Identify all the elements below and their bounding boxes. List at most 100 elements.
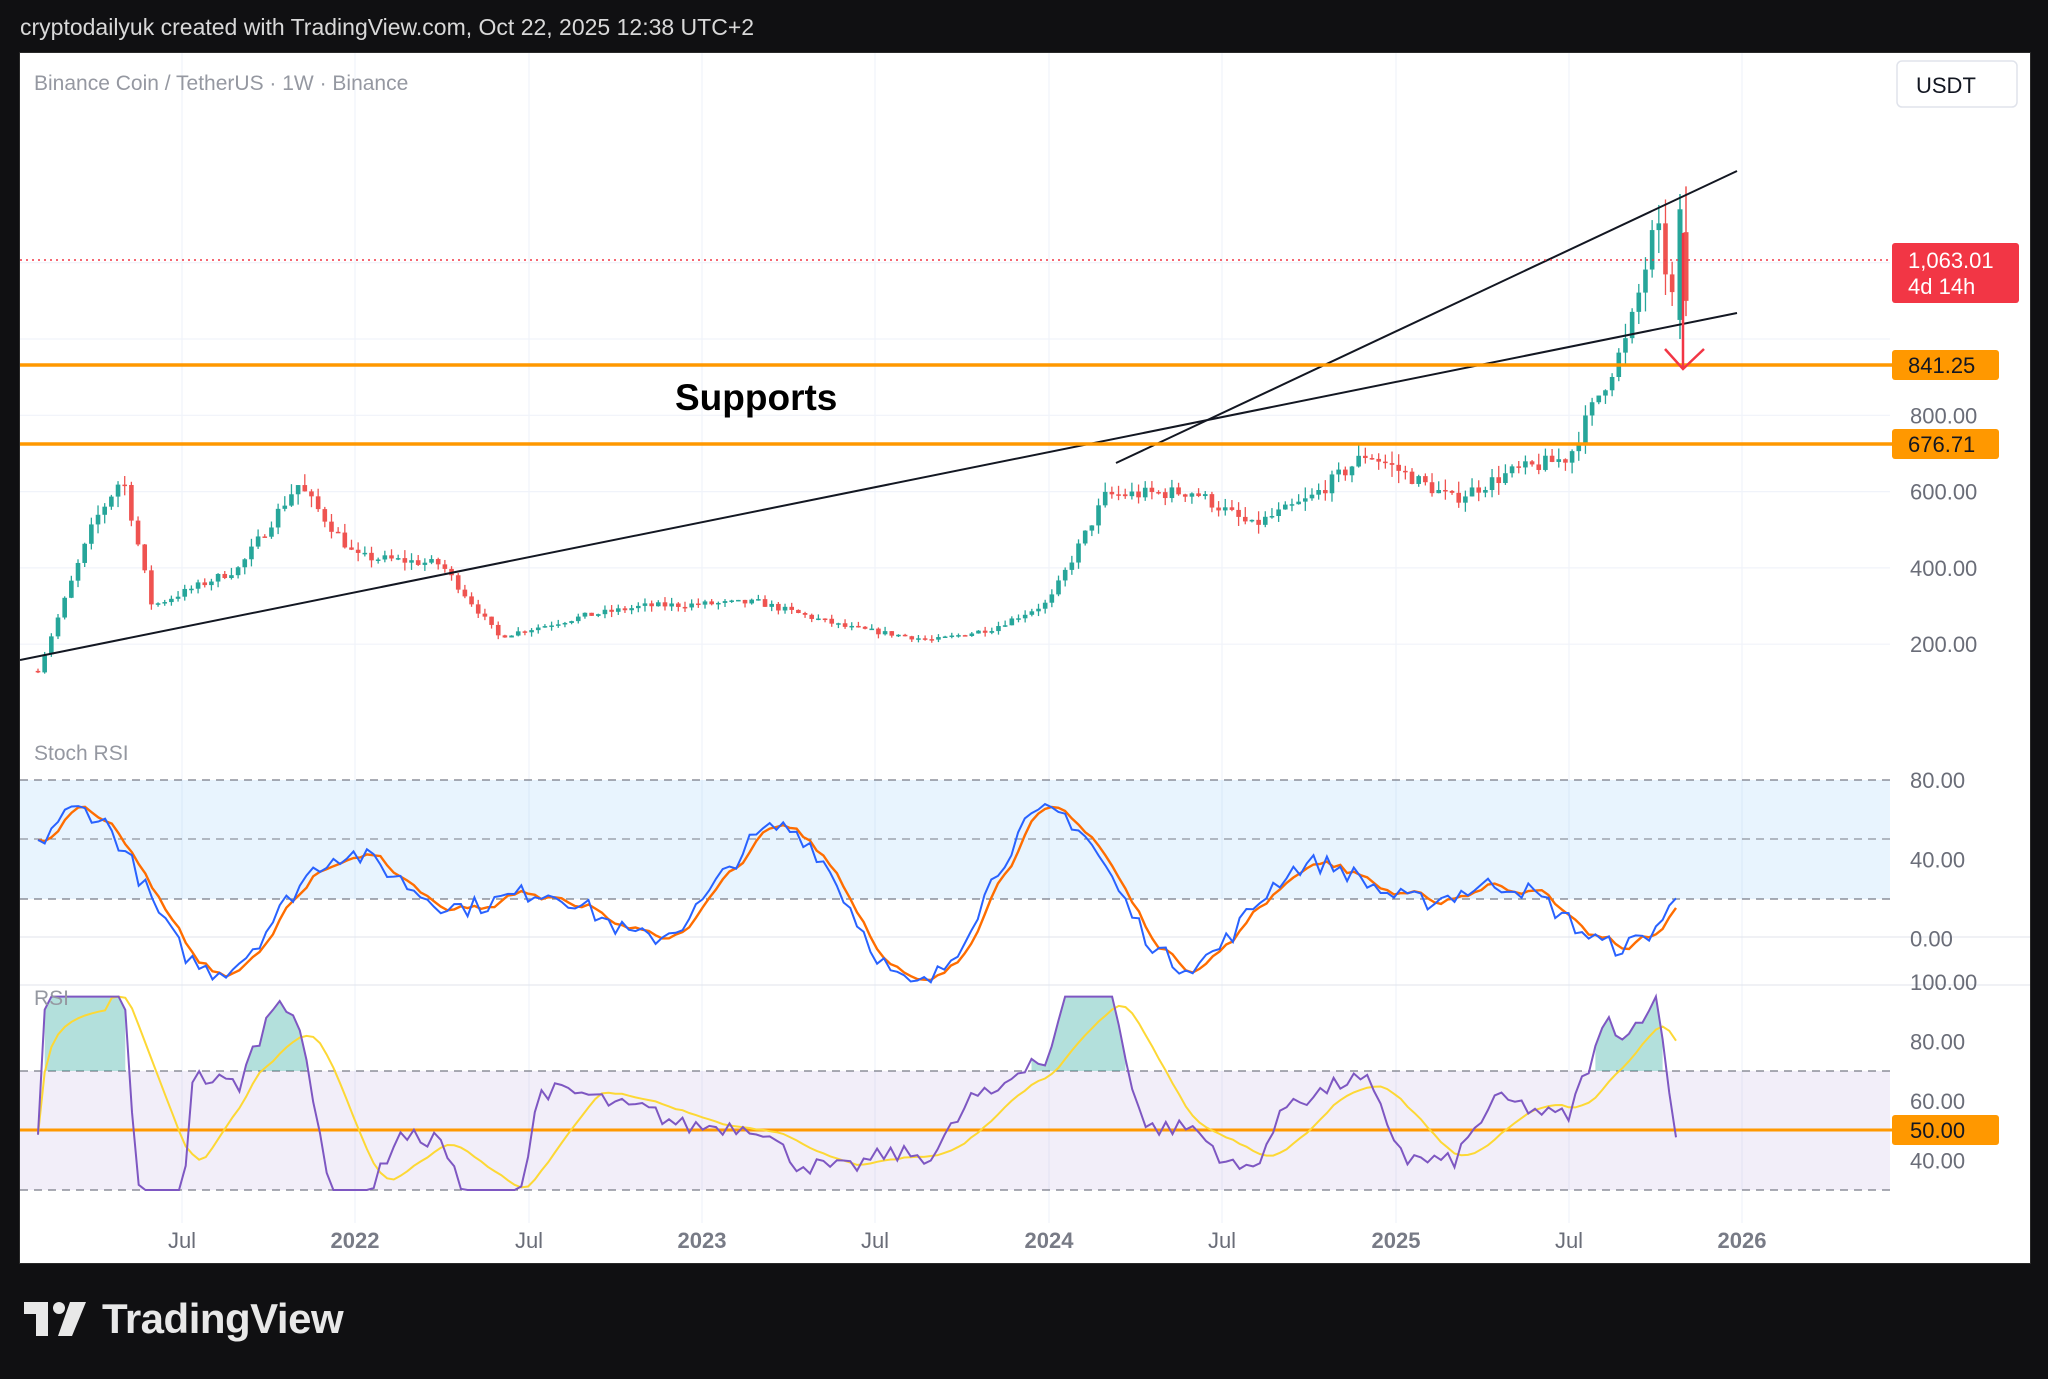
symbol-title: Binance Coin / TetherUS · 1W · Binance bbox=[34, 72, 408, 95]
candle-body bbox=[1409, 471, 1415, 484]
currency-button[interactable]: USDT bbox=[1896, 60, 2018, 108]
candle-body bbox=[1376, 458, 1381, 462]
candle-body bbox=[1596, 395, 1602, 403]
time-axis-label: Jul bbox=[861, 1228, 889, 1253]
candle-body bbox=[389, 555, 394, 559]
candle-body bbox=[1656, 223, 1662, 231]
candle-body bbox=[829, 618, 835, 624]
candle-body bbox=[742, 599, 748, 604]
candle-body bbox=[702, 601, 708, 605]
candle-body bbox=[562, 622, 568, 625]
support-tag-841-label: 841.25 bbox=[1908, 353, 1975, 378]
time-axis[interactable]: Jul 2022 Jul 2023 Jul 2024 Jul 2025 Jul 2026 bbox=[168, 1228, 1767, 1253]
candle-body bbox=[1583, 415, 1588, 445]
candle-body bbox=[269, 527, 274, 537]
tradingview-logo-icon bbox=[24, 1302, 86, 1336]
candle-body bbox=[622, 608, 628, 611]
candle-body bbox=[902, 634, 908, 637]
candle-body bbox=[782, 606, 788, 611]
candle-body bbox=[362, 552, 368, 555]
candle-body bbox=[716, 602, 721, 605]
candle-body bbox=[1449, 490, 1455, 493]
candle-body bbox=[1296, 501, 1301, 505]
candle-body bbox=[1316, 490, 1321, 495]
time-axis-label: Jul bbox=[515, 1228, 543, 1253]
current-price-tag: 1,063.01 4d 14h bbox=[1892, 243, 2019, 303]
candle-body bbox=[1556, 459, 1562, 462]
currency-button-label[interactable]: USDT bbox=[1916, 73, 1976, 98]
price-axis[interactable]: 200.00400.00600.00800.001,200.000.0040.0… bbox=[1910, 251, 1996, 1174]
candle-body bbox=[1443, 490, 1448, 492]
candle-body bbox=[929, 639, 935, 641]
candle-body bbox=[169, 598, 174, 603]
candle-body bbox=[1196, 493, 1201, 497]
stoch-axis-label: 0.00 bbox=[1910, 927, 1953, 952]
lower-trendline bbox=[20, 312, 1738, 661]
candle-body bbox=[609, 609, 614, 612]
candle-body bbox=[896, 634, 901, 637]
candle-body bbox=[49, 636, 54, 655]
candle-body bbox=[796, 609, 801, 614]
candle-countdown: 4d 14h bbox=[1908, 274, 1975, 299]
candle-body bbox=[1229, 507, 1235, 510]
candle-body bbox=[1383, 461, 1388, 464]
tradingview-logo[interactable]: TradingView bbox=[22, 1295, 344, 1343]
candle-body bbox=[942, 636, 948, 638]
candle-body bbox=[1549, 455, 1555, 462]
chart-panel[interactable]: Supports Binance Coin / TetherUS · 1W · … bbox=[19, 52, 2031, 1264]
candle-body bbox=[375, 559, 381, 561]
candle-body bbox=[495, 624, 501, 636]
time-axis-label: Jul bbox=[168, 1228, 196, 1253]
candle-body bbox=[369, 552, 374, 561]
candle-body bbox=[455, 575, 461, 590]
candle-body bbox=[1589, 402, 1595, 416]
candle-body bbox=[549, 625, 554, 627]
candle-body bbox=[309, 491, 314, 497]
candle-body bbox=[1129, 491, 1135, 497]
candle-body bbox=[1222, 507, 1228, 511]
candle-body bbox=[1456, 492, 1462, 503]
candle-body bbox=[856, 625, 861, 628]
candle-body bbox=[422, 562, 428, 565]
candle-body bbox=[289, 494, 294, 506]
candle-body bbox=[816, 618, 821, 621]
candle-body bbox=[409, 560, 414, 563]
candle-body bbox=[649, 603, 654, 607]
candle-body bbox=[582, 612, 588, 617]
candle-body bbox=[1523, 461, 1528, 468]
candle-body bbox=[722, 601, 728, 603]
candle-body bbox=[1569, 451, 1575, 463]
candle-body bbox=[876, 628, 881, 635]
candle-body bbox=[849, 625, 855, 628]
time-axis-label: 2023 bbox=[678, 1228, 727, 1253]
candle-body bbox=[1009, 618, 1015, 626]
candle-body bbox=[1289, 504, 1295, 506]
candle-body bbox=[55, 617, 61, 637]
rsi-overbought-region bbox=[44, 996, 126, 1071]
candle-body bbox=[1469, 487, 1475, 497]
candle-body bbox=[1256, 519, 1261, 525]
candle-body bbox=[75, 562, 81, 581]
candle-body bbox=[1609, 376, 1615, 391]
candle-body bbox=[402, 558, 408, 563]
candle-body bbox=[315, 496, 321, 510]
candle-body bbox=[1076, 543, 1081, 563]
candle-body bbox=[1282, 504, 1288, 510]
down-arrow-annotation bbox=[1664, 233, 1705, 371]
candle-body bbox=[1142, 487, 1148, 498]
candle-body bbox=[729, 600, 734, 602]
candle-body bbox=[1276, 509, 1281, 516]
candle-body bbox=[69, 580, 74, 598]
rsi-midline-tag: 50.00 bbox=[1892, 1115, 1999, 1145]
chart-canvas[interactable]: Supports Binance Coin / TetherUS · 1W · … bbox=[20, 53, 2030, 1263]
candle-body bbox=[916, 638, 921, 640]
candle-body bbox=[1643, 269, 1648, 293]
candle-body bbox=[1416, 476, 1421, 484]
candle-body bbox=[522, 631, 528, 633]
candle-body bbox=[535, 627, 541, 631]
candle-body bbox=[589, 612, 594, 616]
support-tag-676-label: 676.71 bbox=[1908, 432, 1975, 457]
candle-body bbox=[222, 573, 228, 579]
candle-body bbox=[809, 614, 815, 619]
candle-body bbox=[1403, 470, 1408, 473]
